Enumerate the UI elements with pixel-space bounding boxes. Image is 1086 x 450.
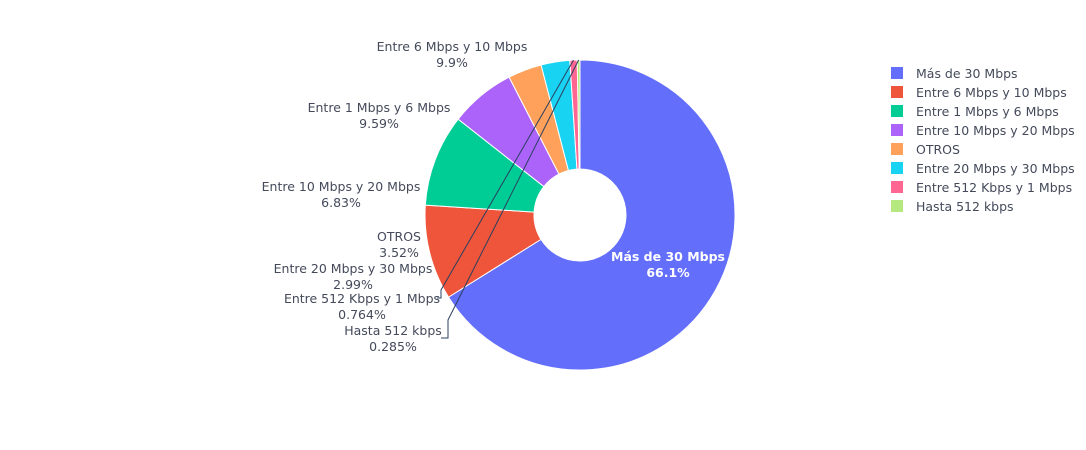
legend-label: Entre 10 Mbps y 20 Mbps: [916, 123, 1075, 138]
legend-item-1[interactable]: Entre 6 Mbps y 10 Mbps: [891, 85, 1067, 100]
legend-label: OTROS: [916, 142, 960, 157]
legend-item-4[interactable]: OTROS: [891, 142, 960, 157]
slice-label-1: Entre 6 Mbps y 10 Mbps 9.9%: [377, 39, 528, 70]
legend-swatch: [891, 200, 903, 212]
slice-0[interactable]: [447, 59, 736, 371]
leader-line-6: [437, 59, 574, 299]
slice-labels: Más de 30 Mbps 66.1% Entre 6 Mbps y 10 Mbp…: [262, 39, 725, 354]
legend-swatch: [891, 162, 903, 174]
legend-item-2[interactable]: Entre 1 Mbps y 6 Mbps: [891, 104, 1059, 119]
legend-item-6[interactable]: Entre 512 Kbps y 1 Mbps: [891, 180, 1072, 195]
slice-label-0: Más de 30 Mbps 66.1%: [611, 249, 725, 280]
slice-label-5: Entre 20 Mbps y 30 Mbps 2.99%: [274, 261, 433, 292]
legend-label: Entre 512 Kbps y 1 Mbps: [916, 180, 1072, 195]
slice-label-4: OTROS 3.52%: [377, 229, 421, 260]
legend-swatch: [891, 143, 903, 155]
legend-swatch: [891, 67, 903, 79]
leader-line-7: [441, 59, 580, 339]
legend-label: Entre 20 Mbps y 30 Mbps: [916, 161, 1075, 176]
slice-label-2: Entre 1 Mbps y 6 Mbps 9.59%: [308, 100, 451, 131]
leader-lines: [437, 59, 580, 339]
slice-label-7: Hasta 512 kbps 0.285%: [344, 323, 442, 354]
legend-item-5[interactable]: Entre 20 Mbps y 30 Mbps: [891, 161, 1075, 176]
legend-swatch: [891, 105, 903, 117]
legend-label: Más de 30 Mbps: [916, 66, 1018, 81]
legend-swatch: [891, 181, 903, 193]
legend-item-7[interactable]: Hasta 512 kbps: [891, 199, 1014, 214]
legend-item-3[interactable]: Entre 10 Mbps y 20 Mbps: [891, 123, 1075, 138]
legend-swatch: [891, 124, 903, 136]
slice-label-6: Entre 512 Kbps y 1 Mbps 0.764%: [284, 291, 440, 322]
legend-label: Entre 6 Mbps y 10 Mbps: [916, 85, 1067, 100]
legend-swatch: [891, 86, 903, 98]
legend-item-0[interactable]: Más de 30 Mbps: [891, 66, 1018, 81]
legend-label: Hasta 512 kbps: [916, 199, 1014, 214]
slice-label-3: Entre 10 Mbps y 20 Mbps 6.83%: [262, 179, 421, 210]
legend-label: Entre 1 Mbps y 6 Mbps: [916, 104, 1059, 119]
chart-slices: [424, 59, 736, 371]
chart-legend[interactable]: Más de 30 Mbps Entre 6 Mbps y 10 Mbps Entr…: [891, 66, 1075, 214]
